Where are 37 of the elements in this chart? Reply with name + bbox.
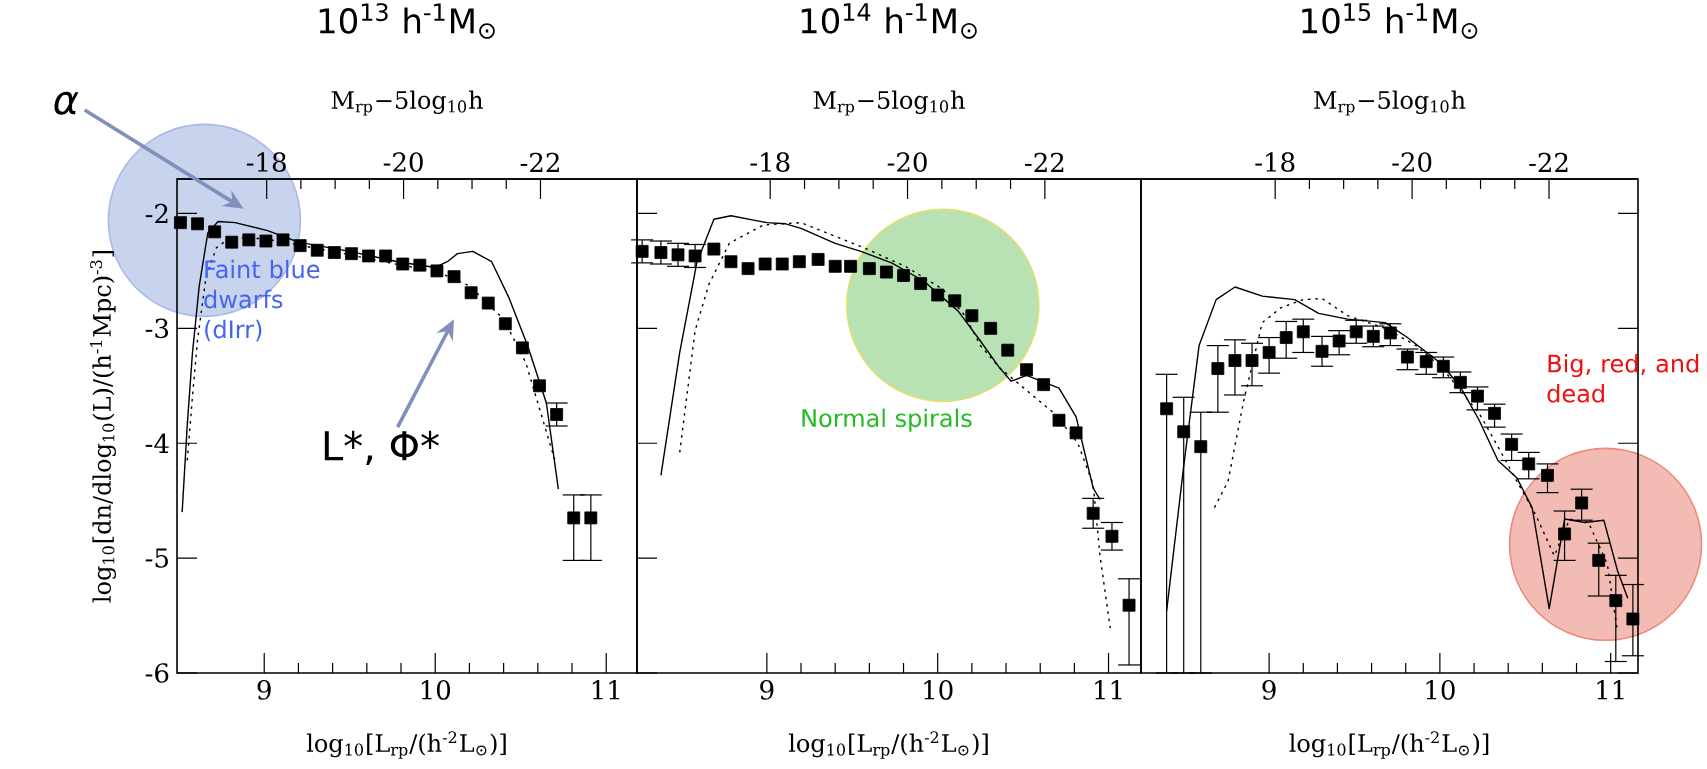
x-tick-label: 11: [1597, 680, 1624, 700]
x2-tick-label: -18: [750, 152, 790, 172]
x2-tick-label: -22: [1529, 152, 1568, 172]
text: log$_{10}$[dn/dlog$_{10}$(L)/(h$^{-1}$Mpc)$^{-3}$]: [90, 250, 116, 603]
annotation: L*, Φ*: [324, 430, 439, 465]
annotation: Normal spirals: [802, 408, 972, 432]
x2-axis-title: M$_{rp}$−5log$_{10}$h: [1314, 90, 1466, 116]
y-tick-label: -2: [145, 203, 168, 224]
x-tick-label: 10: [924, 680, 953, 700]
x2-tick-label: -18: [1255, 152, 1295, 172]
x2-axis-title: M$_{rp}$−5log$_{10}$h: [813, 90, 965, 116]
annotation: Faint blue dwarfs (dIrr): [204, 259, 320, 342]
chart-title: 10$^{14}$ h$^{-1}$M$_{⊙}$: [801, 3, 977, 39]
x-tick-label: 9: [257, 680, 271, 700]
text: log$_{10}$[L$_{rp}$/(h$^{-2}$L$_{⊙}$)]: [788, 731, 988, 759]
y-tick-label: -4: [145, 433, 169, 453]
text: log$_{10}$[L$_{rp}$/(h$^{-2}$L$_{⊙}$)]: [1289, 731, 1489, 759]
x2-tick-label: -20: [1392, 152, 1432, 172]
x2-tick-label: -20: [383, 152, 423, 172]
chart-title: 10$^{15}$ h$^{-1}$M$_{⊙}$: [1302, 3, 1478, 39]
x2-tick-label: -20: [887, 152, 927, 172]
x-tick-label: 10: [421, 680, 451, 700]
x-tick-label: 10: [1426, 680, 1455, 700]
text: log$_{10}$[L$_{rp}$/(h$^{-2}$L$_{⊙}$)]: [306, 731, 506, 759]
x2-axis-title: M$_{rp}$−5log$_{10}$h: [331, 90, 483, 116]
text: α: [54, 91, 79, 115]
x-tick-label: 9: [1262, 680, 1276, 700]
x-tick-label: 9: [760, 680, 774, 700]
y-tick-label: -5: [145, 548, 168, 568]
y-tick-label: -6: [145, 663, 169, 683]
chart-title: 10$^{13}$ h$^{-1}$M$_{⊙}$: [319, 3, 495, 39]
x2-tick-label: -22: [520, 152, 559, 172]
x2-tick-label: -22: [1025, 152, 1064, 172]
y-tick-label: -3: [145, 318, 169, 339]
x-tick-label: 11: [592, 680, 620, 700]
x-tick-label: 11: [1095, 680, 1122, 700]
x2-tick-label: -18: [246, 152, 286, 172]
